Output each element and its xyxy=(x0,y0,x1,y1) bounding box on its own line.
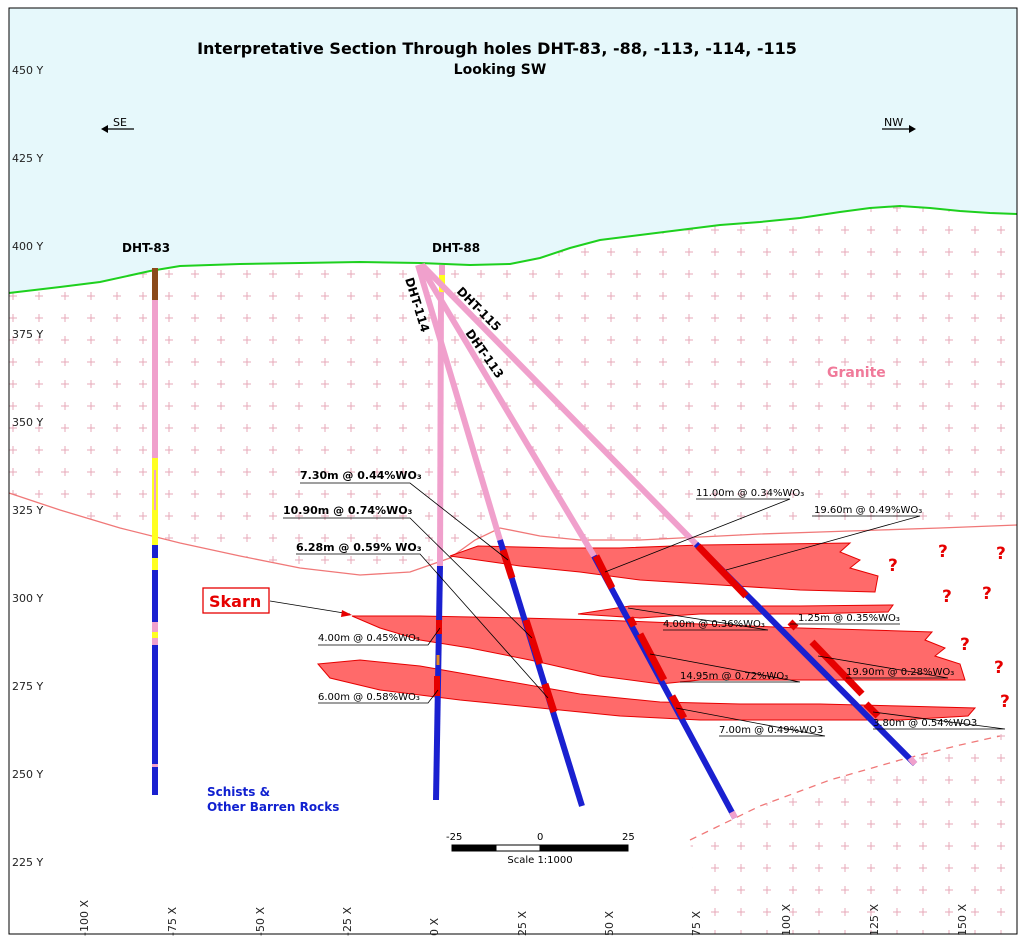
question-mark-7: ? xyxy=(994,658,1004,678)
intercept-dht114-upper: 7.30m @ 0.44%WO₃ xyxy=(300,469,422,482)
scale-tick-mid: 0 xyxy=(537,832,543,843)
skarn-label: Skarn xyxy=(209,592,261,611)
direction-nw: NW xyxy=(882,116,916,133)
arrow-left-head xyxy=(101,125,108,133)
drill-holes xyxy=(152,262,918,820)
hole-dht114-trace xyxy=(415,264,585,807)
intercept-dht115-middle: 19.90m @ 0.28%WO₃ xyxy=(846,667,954,678)
granite-label: Granite xyxy=(827,365,886,381)
intercept-dht113-lower: 7.00m @ 0.49%WO3 xyxy=(719,725,823,736)
x-label-neg25: -25 X xyxy=(341,907,354,936)
uncertainty-marks: ? ? ? ? ? ? ? ? xyxy=(888,542,1010,712)
leader-lines xyxy=(269,482,1006,737)
x-label-125: 125 X xyxy=(868,904,881,936)
x-label-100: 100 X xyxy=(780,904,793,936)
granite-lobe xyxy=(690,730,1017,934)
x-label-25: 25 X xyxy=(516,911,529,936)
question-mark-1: ? xyxy=(938,542,948,562)
scale-segment-1 xyxy=(451,844,497,852)
skarn-lens-upper xyxy=(449,542,879,593)
intercept-labels: 7.30m @ 0.44%WO₃ 10.90m @ 0.74%WO₃ 6.28m… xyxy=(283,469,977,736)
x-label-75: 75 X xyxy=(690,911,703,936)
y-label-300: 300 Y xyxy=(12,592,43,605)
y-label-225: 225 Y xyxy=(12,856,43,869)
y-label-450: 450 Y xyxy=(12,64,43,77)
granite-contact-line xyxy=(8,492,1018,576)
section-title: Interpretative Section Through holes DHT… xyxy=(197,39,797,58)
skarn-label-box xyxy=(202,587,270,614)
x-label-50: 50 X xyxy=(603,911,616,936)
scale-segment-2 xyxy=(495,844,541,852)
schist-label-line1: Schists & xyxy=(207,785,270,799)
sky-region xyxy=(9,8,1017,293)
question-mark-5: ? xyxy=(982,584,992,604)
hole-dht115-trace xyxy=(419,262,918,767)
intercept-dht113-middle: 14.95m @ 0.72%WO₃ xyxy=(680,671,788,682)
question-mark-4: ? xyxy=(942,587,952,607)
intercept-dht115-upper: 19.60m @ 0.49%WO₃ xyxy=(814,505,922,516)
hole-label-dht83: DHT-83 xyxy=(122,241,170,255)
x-label-neg100: -100 X xyxy=(78,900,91,936)
skarn-lens-thin xyxy=(577,604,894,619)
direction-se-label: SE xyxy=(113,116,127,129)
y-label-400: 400 Y xyxy=(12,240,43,253)
intercept-dht113-upper: 11.00m @ 0.34%WO₃ xyxy=(696,488,804,499)
scale-tick-right: 25 xyxy=(622,832,635,843)
y-label-375: 375 Y xyxy=(12,328,43,341)
question-mark-3: ? xyxy=(888,556,898,576)
x-label-neg75: -75 X xyxy=(166,907,179,936)
section-frame xyxy=(8,7,1018,935)
hole-label-dht88: DHT-88 xyxy=(432,241,480,255)
section-subtitle: Looking SW xyxy=(454,62,547,78)
granite-lobe-area xyxy=(690,840,700,934)
intercept-dht88-middle: 4.00m @ 0.45%WO₃ xyxy=(318,633,420,644)
y-label-350: 350 Y xyxy=(12,416,43,429)
scale-tick-left: -25 xyxy=(446,832,462,843)
x-label-0: 0 X xyxy=(428,918,441,936)
schist-label-line2: Other Barren Rocks xyxy=(207,800,339,814)
y-label-250: 250 Y xyxy=(12,768,43,781)
y-label-425: 425 Y xyxy=(12,152,43,165)
intercept-dht88-lower: 6.00m @ 0.58%WO₃ xyxy=(318,692,420,703)
direction-nw-label: NW xyxy=(884,116,903,129)
intercept-dht115-lower: 3.80m @ 0.54%WO3 xyxy=(873,718,977,729)
scale-bar: -25 0 25 Scale 1:1000 xyxy=(446,832,635,866)
topography-line xyxy=(8,204,1018,294)
intercept-dht115-thin: 1.25m @ 0.35%WO₃ xyxy=(798,613,900,624)
direction-se: SE xyxy=(101,116,134,133)
question-mark-8: ? xyxy=(1000,692,1010,712)
intercept-dht113-thin: 4.00m @ 0.36%WO₃ xyxy=(663,619,765,630)
y-axis: 450 Y 425 Y 400 Y 375 Y 350 Y 325 Y 300 … xyxy=(12,64,43,869)
x-label-150: 150 X xyxy=(956,904,969,936)
question-mark-6: ? xyxy=(960,635,970,655)
skarn-lens-lower xyxy=(316,659,977,721)
granite-contact-inferred xyxy=(689,735,1001,841)
arrow-right-head xyxy=(909,125,916,133)
y-label-275: 275 Y xyxy=(12,680,43,693)
scale-segment-3 xyxy=(539,844,629,852)
question-mark-2: ? xyxy=(996,544,1006,564)
skarn-lenses xyxy=(316,542,977,721)
y-label-325: 325 Y xyxy=(12,504,43,517)
hole-dht113-trace xyxy=(417,263,738,820)
skarn-arrowhead xyxy=(341,610,352,617)
intercept-dht114-middle: 10.90m @ 0.74%WO₃ xyxy=(283,504,413,517)
x-label-neg50: -50 X xyxy=(254,907,267,936)
x-axis: -100 X -75 X -50 X -25 X 0 X 25 X 50 X 7… xyxy=(78,900,969,936)
intercept-dht114-lower: 6.28m @ 0.59% WO₃ xyxy=(296,541,422,554)
scale-label: Scale 1:1000 xyxy=(507,855,572,866)
skarn-lens-middle xyxy=(351,615,966,685)
